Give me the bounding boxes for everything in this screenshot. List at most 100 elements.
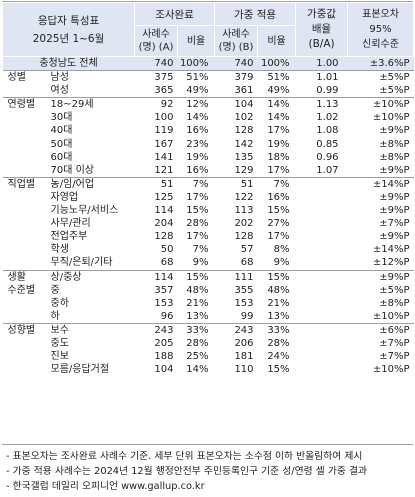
conf: ±10%P (372, 310, 410, 322)
count-b: 202 (234, 218, 254, 230)
count-b: 104 (214, 97, 258, 112)
conf: ±7%P (379, 337, 410, 349)
count-b: 99 (240, 310, 254, 322)
ratio-b: 28% (267, 337, 290, 349)
total-conf: ±3.6%P (347, 56, 414, 71)
ratio-a: 14% (186, 112, 209, 124)
count-a: 92 (134, 97, 178, 112)
count-a: 357 (154, 284, 174, 296)
count-a: 104 (154, 364, 174, 376)
count-b: 142 (234, 138, 254, 150)
row-label: 남성 (42, 70, 135, 85)
count-a: 119 (154, 125, 174, 137)
table-row: 중하 153 21% 153 21% ±8%P (3, 297, 414, 310)
ratio-b: 17% (267, 164, 290, 176)
table-row-total: 충청남도 전체 740 100% 740 100% 1.00 ±3.6%P (2, 56, 414, 71)
count-b: 57 (240, 244, 254, 256)
conf: ±14%P (372, 244, 410, 256)
ratio-a: 7% (177, 176, 215, 191)
weight (296, 230, 348, 243)
weight (296, 256, 348, 270)
table-row: 성향별 보수 243 33% 243 33% ±6%P (2, 322, 414, 377)
ratio-a: 9% (192, 257, 209, 269)
weight: 1.13 (295, 97, 348, 112)
count-b: 355 (234, 284, 254, 296)
group-header-survey: 조사완료 (134, 2, 216, 26)
conf: ±8%P (379, 297, 410, 309)
ratio-a: 12% (177, 97, 215, 112)
count-a: 204 (154, 218, 174, 230)
row-label: 무직/은퇴/기타 (50, 257, 113, 269)
weight (296, 337, 348, 350)
count-a: 50 (160, 244, 174, 256)
count-a: 167 (154, 138, 174, 150)
table-title: 응답자 특성표 2025년 1~6월 (1, 2, 136, 57)
conf: ±8%P (379, 151, 410, 163)
ratio-b: 17% (267, 231, 290, 243)
table-row: 연령별 18~29세 92 12% 104 14% 1.13 ±10%P (2, 97, 414, 178)
count-a: 205 (154, 337, 174, 349)
count-b: 68 (240, 257, 254, 269)
bottom-rule (2, 444, 413, 445)
ratio-a: 23% (186, 138, 209, 150)
ratio-a: 25% (186, 351, 209, 363)
ratio-a: 19% (186, 151, 209, 163)
table-row: 성별 남성 375 51% 379 51% 1.01 ±5%P (2, 70, 414, 98)
ratio-b: 17% (267, 125, 290, 137)
conf: ±10%P (347, 97, 414, 112)
count-a: 100 (154, 112, 174, 124)
conf: ±9%P (379, 191, 410, 203)
conf: ±10%P (372, 364, 410, 376)
ratio-b: 27% (267, 218, 290, 230)
ratio-a: 17% (186, 231, 209, 243)
count-b: 110 (234, 364, 254, 376)
col-header-count-b: 사례수 (명) (B) (214, 25, 259, 57)
col-header-ratio-2: 비율 (257, 25, 297, 57)
count-a: 243 (134, 322, 178, 337)
conf: ±9%P (379, 205, 410, 217)
count-a: 188 (154, 351, 174, 363)
weight: 0.99 (316, 85, 339, 97)
row-label: 진보 (50, 351, 69, 363)
count-b: 243 (214, 322, 258, 337)
row-label: 모름/응답거절 (50, 364, 110, 376)
conf: ±5%P (379, 85, 410, 97)
count-b: 206 (234, 337, 254, 349)
weight: 0.96 (316, 151, 339, 163)
count-b: 102 (234, 112, 254, 124)
row-label: 학생 (50, 244, 69, 256)
row-label: 보수 (42, 322, 135, 337)
row-label: 18~29세 (42, 97, 135, 112)
row-label: 30대 (50, 112, 73, 124)
ratio-b: 16% (267, 191, 290, 203)
ratio-a: 48% (186, 284, 209, 296)
conf: ±5%P (347, 70, 414, 85)
count-b: 111 (214, 269, 258, 284)
ratio-b: 14% (257, 97, 296, 112)
ratio-a: 16% (186, 164, 209, 176)
count-b: 113 (234, 205, 254, 217)
total-count-a: 740 (134, 56, 178, 71)
conf: ±5%P (379, 284, 410, 296)
footnote: - 표본오차는 조사완료 사례수 기준. 세부 단위 표본오차는 소수점 이하 … (6, 451, 363, 462)
ratio-a: 49% (186, 85, 209, 97)
conf: ±7%P (379, 218, 410, 230)
conf: ±10%P (372, 112, 410, 124)
respondent-table: 응답자 특성표 2025년 1~6월 조사완료 가중 적용 가중값 배율 (B/… (1, 2, 415, 377)
table-row: 학생 50 7% 57 8% ±14%P (3, 243, 414, 256)
group-label: 직업별 (2, 176, 43, 270)
row-label: 사무/관리 (50, 218, 91, 230)
ratio-b: 15% (267, 364, 290, 376)
count-a: 128 (154, 231, 174, 243)
table-row: 중 357 48% 355 48% ±5%P (3, 284, 414, 297)
weight (296, 284, 348, 297)
row-label: 상/중상 (42, 269, 135, 284)
table-row: 하 96 13% 99 13% ±10%P (3, 310, 414, 324)
row-label: 중도 (50, 337, 69, 349)
count-a: 114 (134, 269, 178, 284)
group-label: 성향별 (2, 322, 43, 377)
ratio-b: 49% (267, 85, 290, 97)
ratio-b: 21% (267, 297, 290, 309)
table-row: 무직/은퇴/기타 68 9% 68 9% ±12%P (3, 256, 414, 270)
ratio-a: 13% (186, 310, 209, 322)
